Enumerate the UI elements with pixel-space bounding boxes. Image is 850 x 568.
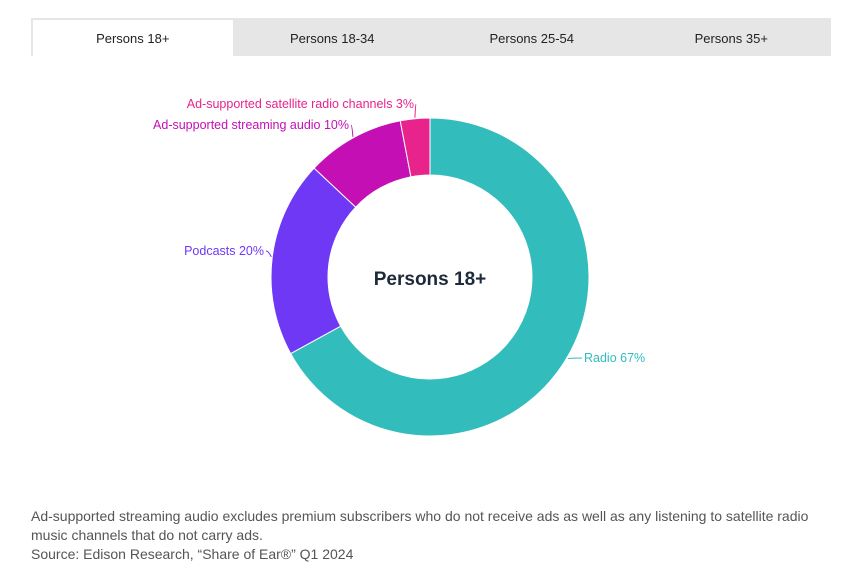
data-label: Radio 67%	[584, 351, 645, 365]
data-label: Ad-supported satellite radio channels 3%	[187, 97, 414, 111]
leader-line	[350, 124, 354, 137]
tab-persons-35-plus[interactable]: Persons 35+	[694, 30, 768, 46]
slice-podcasts[interactable]	[270, 167, 357, 355]
donut-chart-svg: Radio 67% Podcasts 20% Ad-supported stream…	[153, 97, 645, 437]
slice-radio[interactable]	[289, 117, 590, 437]
donut-chart: Radio 67% Podcasts 20% Ad-supported stream…	[0, 60, 850, 490]
tab-bar: Persons 18+ Persons 18-34 Persons 25-54 …	[31, 18, 831, 56]
slice-ad-supported-satellite-radio-channels[interactable]	[399, 117, 431, 178]
data-label: Podcasts 20%	[184, 244, 264, 258]
data-label: Ad-supported streaming audio 10%	[153, 118, 349, 132]
leader-line	[265, 250, 272, 258]
tab-persons-25-54[interactable]: Persons 25-54	[489, 30, 575, 46]
footnote-source: Source: Edison Research, “Share of Ear®”…	[31, 546, 354, 562]
tab-persons-18-plus[interactable]: Persons 18+	[33, 20, 233, 56]
footnote: Ad-supported streaming audio excludes pr…	[31, 507, 836, 564]
donut-center-label: Persons 18+	[374, 269, 487, 290]
leader-line	[414, 103, 417, 118]
footnote-text: Ad-supported streaming audio excludes pr…	[31, 508, 809, 543]
tab-persons-18-34[interactable]: Persons 18-34	[289, 30, 375, 46]
